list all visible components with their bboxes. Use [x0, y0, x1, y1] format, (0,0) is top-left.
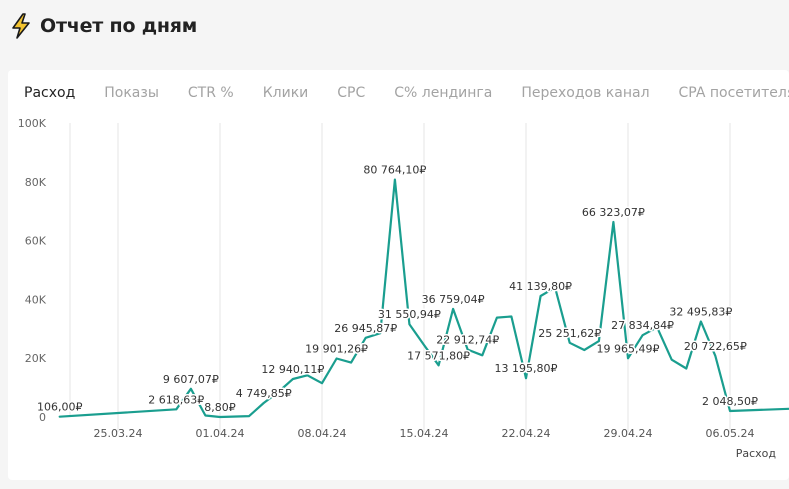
- expense-line-chart: 0 20K 40K 60K 80K 100K 25.03.24 01.04.24 08.04.2…: [18, 117, 789, 460]
- tab-impressions[interactable]: Показы: [104, 85, 159, 101]
- y-tick-label: 100K: [18, 117, 47, 130]
- data-label: 13 195,80₽: [495, 362, 558, 375]
- data-label: 27 834,84₽: [611, 319, 674, 332]
- chart-card: Расход Показы CTR % Клики CPC C% лендинг…: [8, 70, 789, 480]
- data-label: 106,00₽: [37, 401, 83, 414]
- metric-tabs: Расход Показы CTR % Клики CPC C% лендинг…: [24, 82, 789, 104]
- tab-landing-conversion[interactable]: C% лендинга: [394, 85, 493, 101]
- y-tick-label: 60K: [25, 235, 47, 248]
- data-label: 32 495,83₽: [669, 305, 732, 318]
- data-label: 25 251,62₽: [538, 327, 601, 340]
- tab-ctr[interactable]: CTR %: [187, 85, 234, 101]
- x-tick-label: 22.04.24: [502, 427, 551, 440]
- page-title: Отчет по дням: [40, 15, 198, 37]
- y-tick-label: 0: [39, 411, 46, 424]
- tab-channel-transitions[interactable]: Переходов канал: [521, 85, 650, 101]
- x-tick-label: 01.04.24: [196, 427, 245, 440]
- data-label: 66 323,07₽: [582, 206, 645, 219]
- tab-expense[interactable]: Расход: [24, 85, 76, 101]
- data-label: 2 048,50₽: [702, 395, 758, 408]
- x-tick-label: 08.04.24: [298, 427, 347, 440]
- x-tick-label: 25.03.24: [94, 427, 143, 440]
- x-tick-label: 29.04.24: [604, 427, 653, 440]
- y-tick-label: 20K: [25, 352, 47, 365]
- tab-clicks[interactable]: Клики: [262, 85, 309, 101]
- data-label: 22 912,74₽: [436, 334, 499, 347]
- data-label: 9 607,07₽: [163, 373, 219, 386]
- series-line-expense: [58, 178, 789, 419]
- data-label: 36 759,04₽: [422, 293, 485, 306]
- tab-cpc[interactable]: CPC: [337, 85, 366, 101]
- x-axis-title: Расход: [736, 447, 777, 460]
- data-label: 41 139,80₽: [509, 280, 572, 293]
- tab-cpa-visitor[interactable]: CPA посетителя: [678, 85, 789, 101]
- lightning-bolt-icon: [12, 13, 30, 39]
- data-label: 4 749,85₽: [236, 387, 292, 400]
- page-header: Отчет по дням: [10, 10, 197, 42]
- y-tick-label: 80K: [25, 176, 47, 189]
- data-label: 80 764,10₽: [363, 164, 426, 177]
- data-label: 17 571,80₽: [407, 349, 470, 362]
- x-tick-label: 15.04.24: [400, 427, 449, 440]
- data-label: 19 965,49₽: [597, 342, 660, 355]
- x-tick-label: 06.05.24: [706, 427, 755, 440]
- data-label: 19 901,26₽: [305, 342, 368, 355]
- data-label: 20 722,65₽: [684, 340, 747, 353]
- data-label: 31 550,94₽: [378, 308, 441, 321]
- data-label: 2 618,63₽: [148, 393, 204, 406]
- data-label: 26 945,87₽: [334, 322, 397, 335]
- data-label: 8,80₽: [204, 401, 236, 414]
- y-tick-label: 40K: [25, 293, 47, 306]
- data-label: 12 940,11₽: [261, 363, 324, 376]
